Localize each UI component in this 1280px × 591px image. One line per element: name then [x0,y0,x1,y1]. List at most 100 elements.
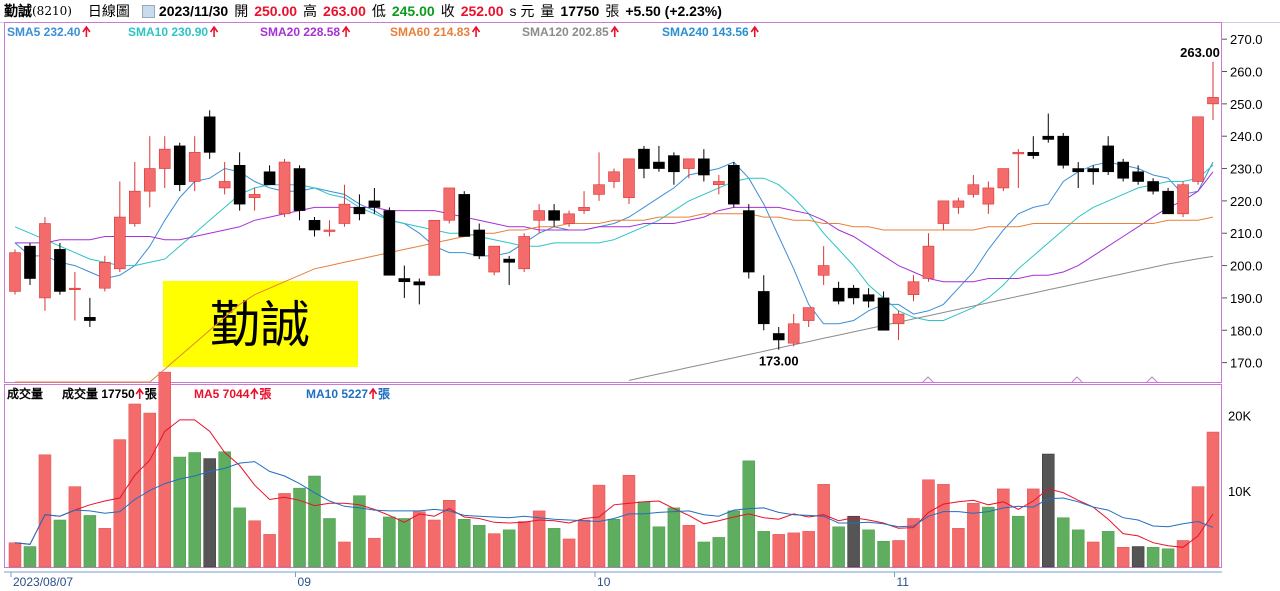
ma-line-sma60 [15,213,1214,383]
candle-body [39,223,51,299]
candle-body [892,313,905,325]
candlestick [158,136,171,188]
candlestick [832,281,845,305]
candle-body [473,229,486,257]
candle-body [683,158,695,169]
ma-line-sma120 [628,255,1214,381]
volume-bar [1191,486,1205,568]
candlestick [1072,162,1085,188]
up-arrow-head [368,387,378,395]
candle-body [114,216,126,270]
candlestick [69,272,81,321]
candlestick [1147,178,1159,195]
up-arrow-head [750,25,759,33]
candlestick [892,310,905,340]
volume-bar [68,486,82,568]
watermark-box [163,281,358,367]
candlestick [742,204,755,279]
candlestick [967,175,980,198]
candlestick [608,168,620,188]
volume-bar [368,537,381,568]
stock-code: (8210) [32,4,72,18]
price-legend-item: SMA5 232.40 [7,25,81,39]
candle-body [952,200,965,208]
candle-body [997,168,1010,189]
candlestick [877,291,890,331]
candle-body [293,168,306,211]
volume-bar [547,528,561,568]
candlestick [458,191,471,237]
up-arrow-icon [135,387,144,399]
volume-value: 17750 [560,3,600,19]
up-arrow-icon [610,25,619,37]
candle-body [443,187,456,221]
candle-body [1147,181,1159,192]
volume-bar [892,540,905,568]
volume-bar [443,500,456,568]
price-tick-label: 230.0 [1230,162,1263,177]
close-unit: s 元 [509,3,535,19]
checkbox-icon[interactable] [141,4,155,18]
candlestick [263,165,276,186]
candle-body [143,168,156,192]
volume-bar [787,532,800,568]
candle-body [1177,184,1189,215]
candle-body [518,236,530,270]
candlestick [39,217,51,311]
candle-body [832,287,845,302]
volume-bar [1161,548,1175,568]
price-panel-frame [4,22,1222,383]
candlestick [668,152,680,185]
volume-bar [802,531,815,568]
candle-body [1132,171,1144,182]
volume-axis: 10K 20K [1228,408,1251,499]
volume-bar [1086,541,1100,568]
candle-body [653,161,665,169]
period-selector[interactable]: 日線圖 [87,3,130,19]
candlestick [548,204,560,227]
volume-bar [248,520,261,568]
panel-marker-icon [1071,376,1083,383]
close-label: 收 [440,3,455,19]
price-legend-item: SMA20 228.58 [260,25,340,39]
candlestick [24,242,36,285]
volume-bar [1206,431,1220,568]
up-arrow-icon [341,25,351,37]
volume-bar [263,534,276,568]
volume-legend-unit: 張 [259,387,272,401]
volume-bar [98,528,112,568]
volume-tick-label: 20K [1228,408,1251,423]
volume-bar [1027,488,1040,568]
volume-bar [413,511,426,568]
up-arrow-icon [750,25,759,37]
volume-legend-item: 成交量 17750 [62,386,135,401]
candle-body [1057,135,1070,166]
candle-body [248,194,261,198]
high-value: 263.00 [323,3,366,19]
volume-legend-item: MA5 7044 [194,387,250,401]
date-tick-label: 09 [298,575,312,589]
candlestick [937,200,950,230]
candlestick [653,145,665,172]
volume-label: 量 [540,3,555,19]
candle-body [398,278,411,283]
candle-body [233,165,246,205]
volume-bar [952,528,965,568]
candle-body [1087,168,1099,173]
volume-bar [353,495,366,568]
volume-bar [682,525,696,568]
candlestick [143,136,156,208]
candle-body [503,258,515,263]
candlestick [698,149,710,182]
stock-name: 勤誠 [4,3,32,19]
candlestick [727,162,740,208]
high-label: 高 [303,3,318,19]
volume-tick-label: 10K [1228,484,1251,499]
candle-body [982,187,995,205]
price-tick-label: 190.0 [1230,291,1263,306]
volume-bar [697,541,711,568]
volume-bar [278,493,291,568]
volume-ma-lines [14,419,1214,548]
date-tick-label: 2023/08/07 [13,575,73,589]
